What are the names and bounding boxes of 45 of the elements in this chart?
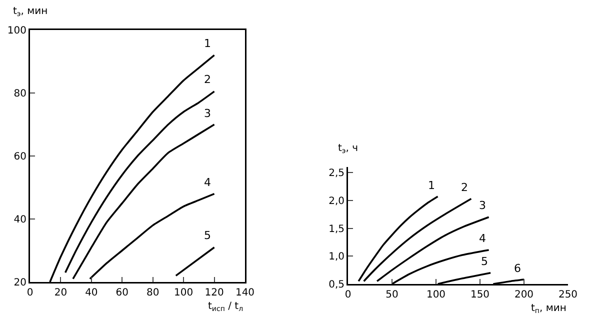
line-series — [358, 196, 439, 282]
series-label: 4 — [479, 232, 486, 245]
x-tick-label: 0 — [344, 290, 352, 300]
x-tick-label: 200 — [514, 290, 534, 300]
x-tick-label: 40 — [85, 288, 98, 298]
x-axis-title: t$_{исп}$ / t$_{л}$ — [208, 301, 244, 314]
y-tick-label: 80 — [14, 88, 26, 100]
series-label: 1 — [204, 37, 211, 50]
x-tick-label: 0 — [26, 288, 34, 298]
series-label: 3 — [479, 199, 486, 212]
y-tick-label: 60 — [14, 152, 26, 162]
series-label: 1 — [428, 179, 435, 192]
x-tick-label: 60 — [116, 288, 129, 298]
line-series — [88, 192, 216, 280]
y-tick-label: 1,0 — [328, 252, 344, 263]
y-tick-label: 40 — [14, 214, 26, 226]
y-tick-label: 1,5 — [328, 224, 344, 235]
y-tick-label: 100 — [7, 26, 26, 36]
x-tick-label: 20 — [54, 288, 68, 298]
y-tick-label: 2,5 — [328, 168, 344, 180]
series-label: 2 — [204, 73, 211, 86]
series-label: 5 — [204, 229, 211, 242]
x-tick-label: 150 — [470, 290, 490, 300]
y-axis-title: t$_{э}$, ч — [338, 143, 358, 156]
series-label: 3 — [204, 107, 211, 120]
y-tick-label: 20 — [14, 278, 26, 288]
line-series — [376, 216, 490, 282]
x-tick-label: 50 — [386, 290, 398, 300]
y-axis-title: t$_{э}$, мин — [13, 6, 48, 18]
series-label: 4 — [204, 176, 211, 189]
series-label: 5 — [481, 255, 488, 268]
line-series — [64, 90, 216, 274]
x-tick-label: 80 — [146, 288, 160, 298]
series-label: 2 — [461, 181, 468, 194]
line-series — [362, 198, 472, 282]
series-label: 6 — [514, 262, 521, 275]
line-series — [72, 124, 216, 280]
x-tick-label: 100 — [174, 288, 194, 298]
x-tick-label: 100 — [426, 290, 446, 300]
x-tick-label: 250 — [558, 290, 578, 300]
y-tick-label: 0,5 — [328, 280, 344, 290]
x-axis-title: t$_{п}$, мин — [531, 303, 566, 316]
x-tick-label: 140 — [235, 288, 255, 298]
x-tick-label: 120 — [204, 288, 224, 298]
y-tick-label: 2,0 — [328, 196, 344, 207]
